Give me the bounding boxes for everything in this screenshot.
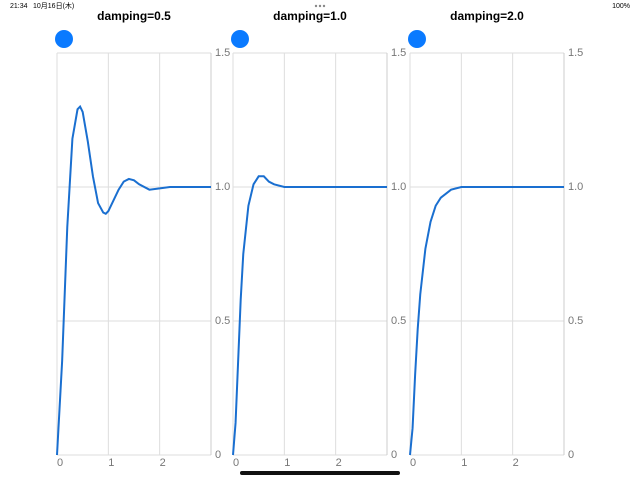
line-series xyxy=(409,186,564,456)
y-tick-label: 1.5 xyxy=(391,47,406,59)
dot xyxy=(314,4,318,8)
chart-title: damping=1.0 xyxy=(273,9,347,23)
line-series xyxy=(56,104,211,456)
line-series xyxy=(232,175,387,456)
y-tick-label: 0.5 xyxy=(391,315,406,327)
multitask-dots[interactable] xyxy=(314,4,326,8)
x-tick-label: 2 xyxy=(160,457,166,469)
dot xyxy=(318,4,322,8)
y-tick-label: 1.0 xyxy=(215,181,230,193)
x-tick-label: 0 xyxy=(233,457,239,469)
y-tick-label: 0 xyxy=(568,449,574,461)
y-tick-label: 1.0 xyxy=(568,181,583,193)
x-tick-label: 1 xyxy=(108,457,114,469)
y-tick-label: 1.5 xyxy=(568,47,583,59)
status-time: 21:34 xyxy=(10,3,28,10)
y-tick-label: 0 xyxy=(391,449,397,461)
chart-title: damping=2.0 xyxy=(450,9,524,23)
status-date: 10月16日(木) xyxy=(33,1,74,10)
action-button[interactable] xyxy=(231,30,249,48)
x-tick-label: 0 xyxy=(410,457,416,469)
y-tick-label: 1.5 xyxy=(215,47,230,59)
x-tick-label: 1 xyxy=(461,457,467,469)
x-tick-label: 1 xyxy=(284,457,290,469)
x-tick-label: 0 xyxy=(57,457,63,469)
y-tick-label: 0.5 xyxy=(215,315,230,327)
status-battery: 100% xyxy=(612,3,630,10)
chart-title: damping=0.5 xyxy=(97,9,171,23)
x-tick-label: 2 xyxy=(513,457,519,469)
home-indicator xyxy=(240,471,400,475)
y-tick-label: 0 xyxy=(215,449,221,461)
y-tick-label: 1.0 xyxy=(391,181,406,193)
action-button[interactable] xyxy=(408,30,426,48)
dot xyxy=(322,4,326,8)
action-button[interactable] xyxy=(55,30,73,48)
y-tick-label: 0.5 xyxy=(568,315,583,327)
x-tick-label: 2 xyxy=(336,457,342,469)
